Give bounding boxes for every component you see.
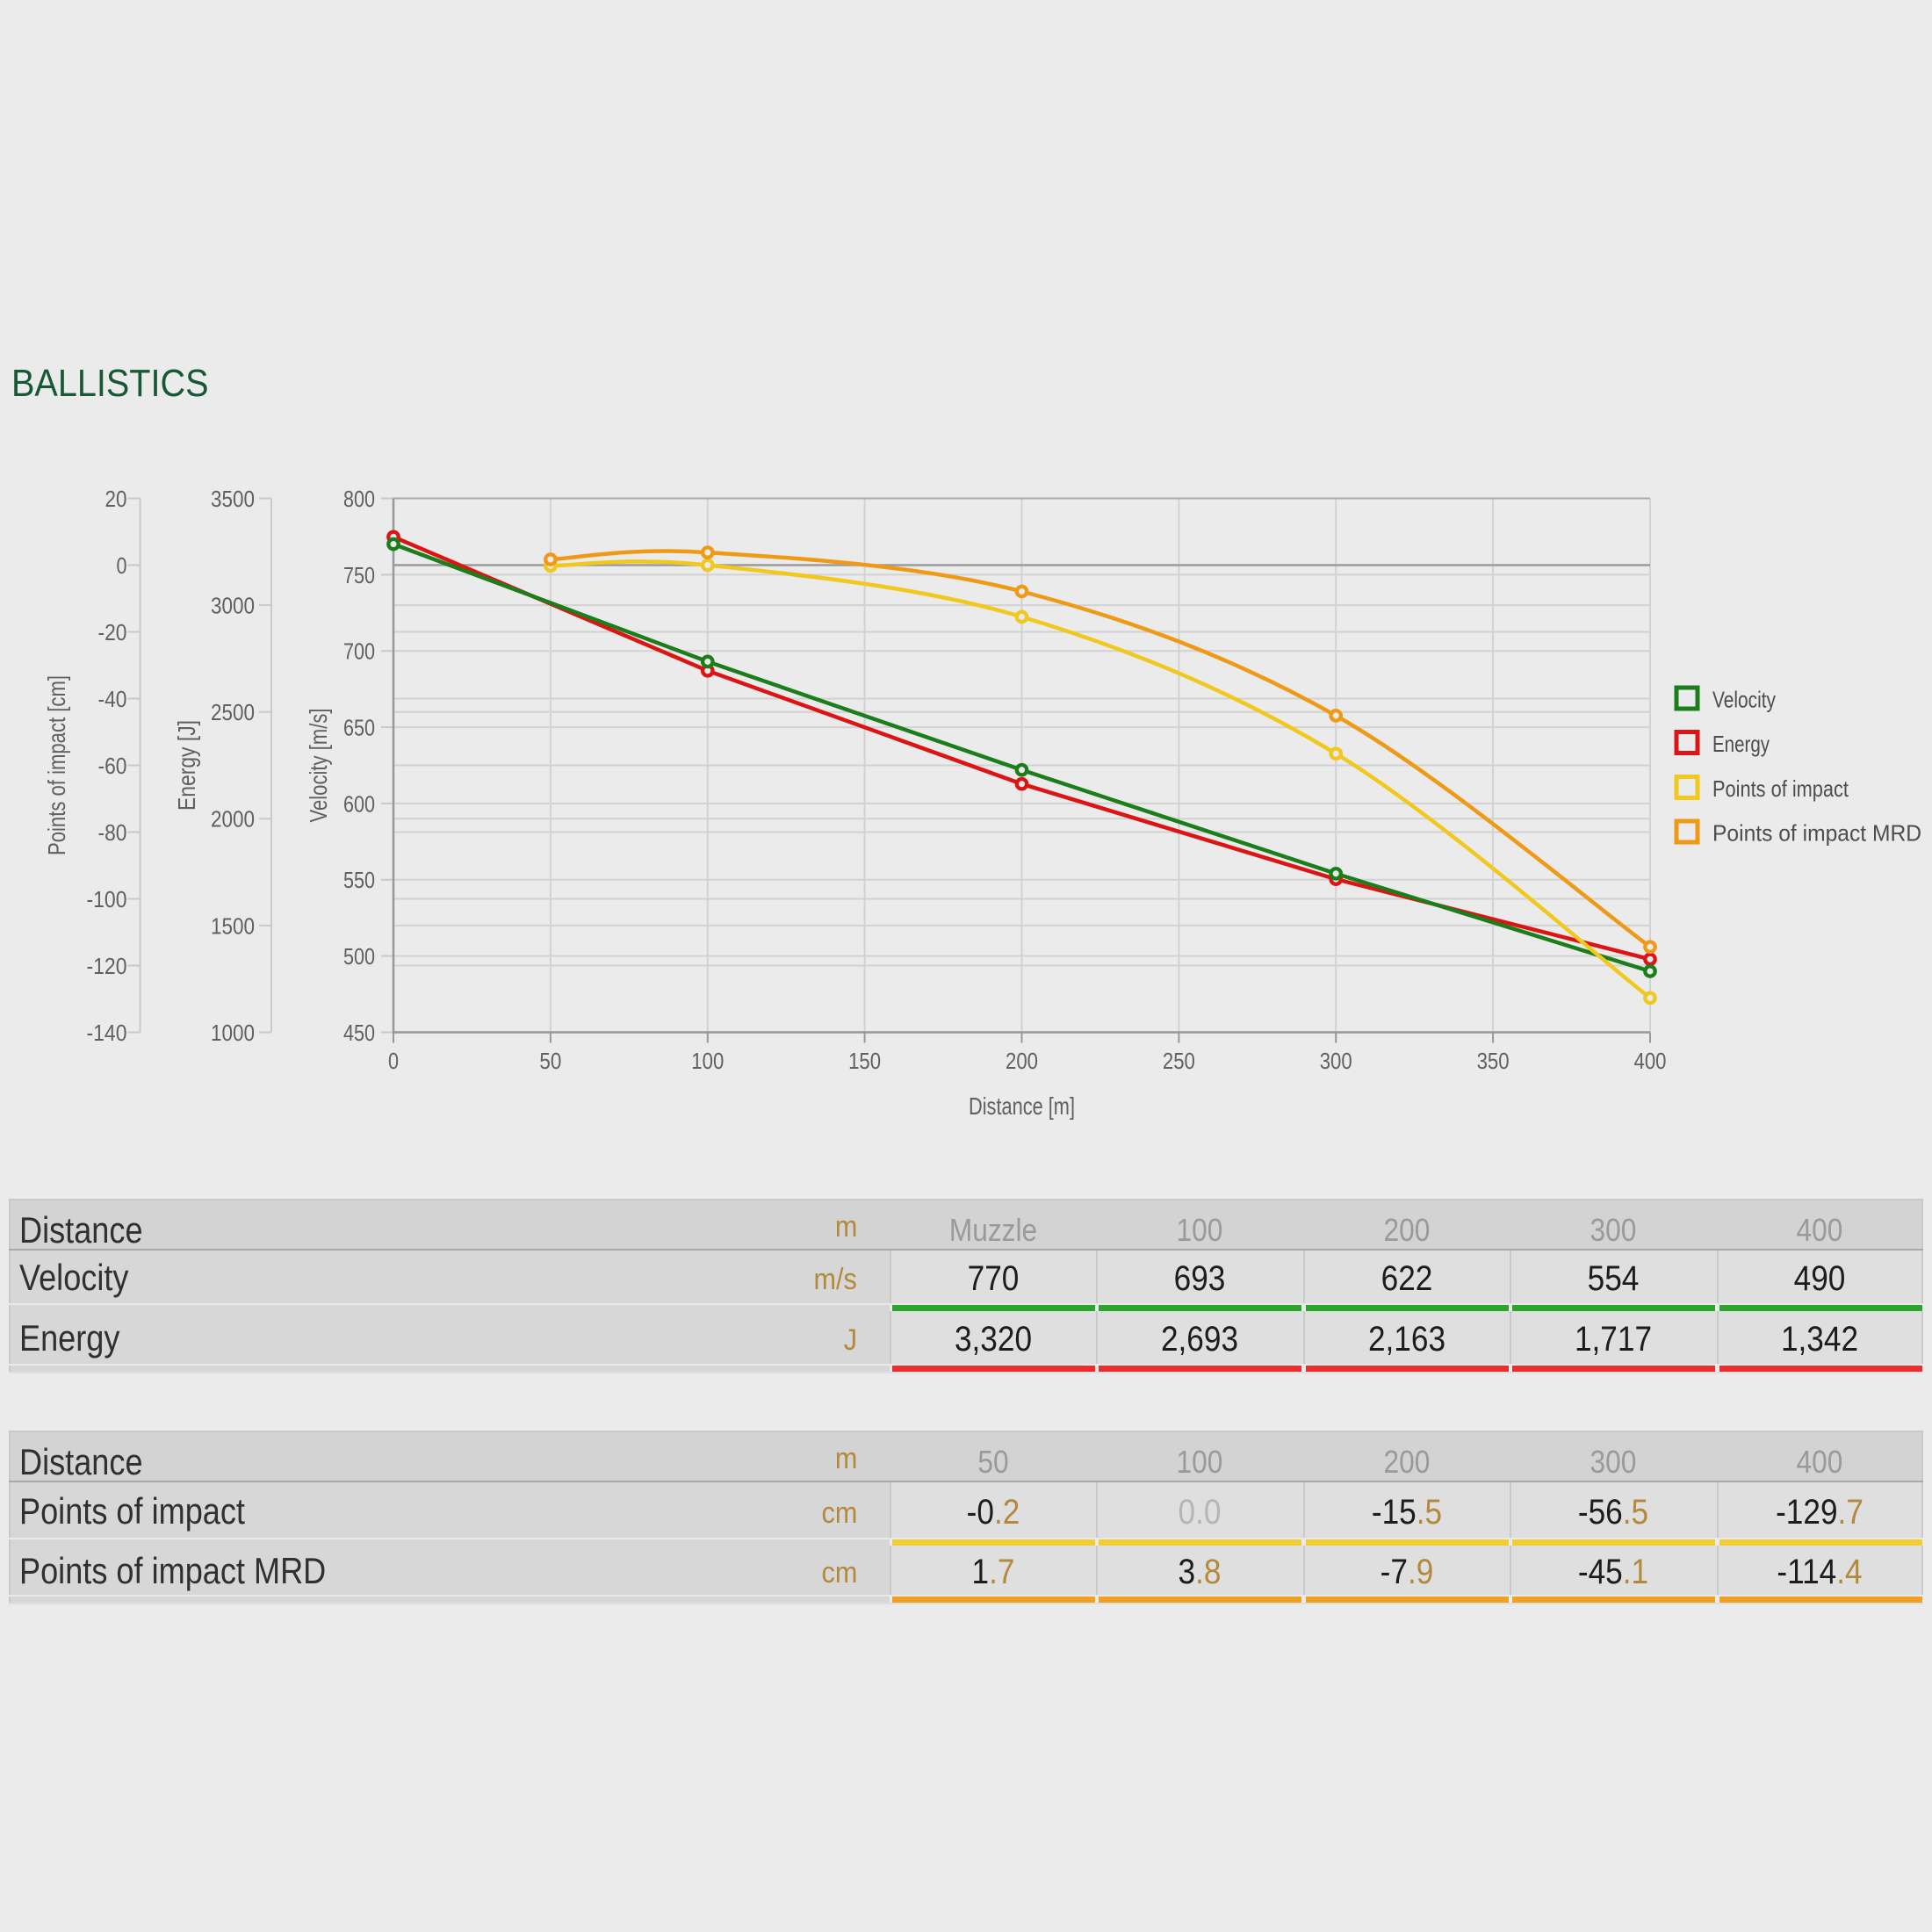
svg-text:Energy: Energy: [1712, 731, 1770, 757]
svg-text:0: 0: [117, 552, 127, 579]
svg-text:2000: 2000: [211, 806, 255, 833]
svg-text:-60: -60: [98, 753, 127, 779]
svg-text:3000: 3000: [211, 593, 255, 619]
svg-text:20: 20: [105, 486, 127, 512]
svg-text:2500: 2500: [211, 699, 255, 725]
svg-text:0: 0: [388, 1048, 399, 1074]
svg-text:Velocity: Velocity: [1712, 687, 1776, 713]
svg-text:100: 100: [691, 1048, 724, 1074]
svg-text:-20: -20: [98, 619, 127, 645]
svg-text:Points of impact [cm]: Points of impact [cm]: [43, 675, 70, 855]
svg-text:700: 700: [343, 638, 375, 665]
svg-text:300: 300: [1320, 1048, 1352, 1074]
svg-text:50: 50: [539, 1048, 561, 1074]
svg-text:Points of impact: Points of impact: [1712, 775, 1849, 802]
svg-text:1500: 1500: [211, 912, 255, 939]
svg-text:-80: -80: [98, 819, 127, 846]
svg-text:500: 500: [343, 943, 375, 970]
svg-text:250: 250: [1163, 1048, 1195, 1074]
svg-text:200: 200: [1006, 1048, 1038, 1074]
svg-text:-140: -140: [87, 1020, 127, 1046]
svg-text:Distance [m]: Distance [m]: [969, 1092, 1075, 1120]
svg-text:750: 750: [343, 562, 375, 588]
svg-text:650: 650: [343, 715, 375, 741]
svg-text:-120: -120: [87, 953, 127, 979]
svg-text:Velocity [m/s]: Velocity [m/s]: [305, 709, 332, 823]
svg-text:800: 800: [343, 486, 375, 512]
svg-text:Energy [J]: Energy [J]: [173, 720, 200, 811]
svg-text:1000: 1000: [211, 1020, 255, 1046]
svg-text:-40: -40: [98, 686, 127, 712]
svg-text:450: 450: [343, 1020, 375, 1046]
svg-text:350: 350: [1477, 1048, 1510, 1074]
svg-text:600: 600: [343, 790, 375, 817]
svg-text:3500: 3500: [211, 486, 255, 512]
svg-text:Points of impact MRD: Points of impact MRD: [1712, 820, 1921, 847]
svg-text:-100: -100: [87, 886, 127, 912]
svg-text:550: 550: [343, 867, 375, 893]
svg-text:150: 150: [848, 1048, 881, 1074]
svg-text:400: 400: [1634, 1048, 1667, 1074]
